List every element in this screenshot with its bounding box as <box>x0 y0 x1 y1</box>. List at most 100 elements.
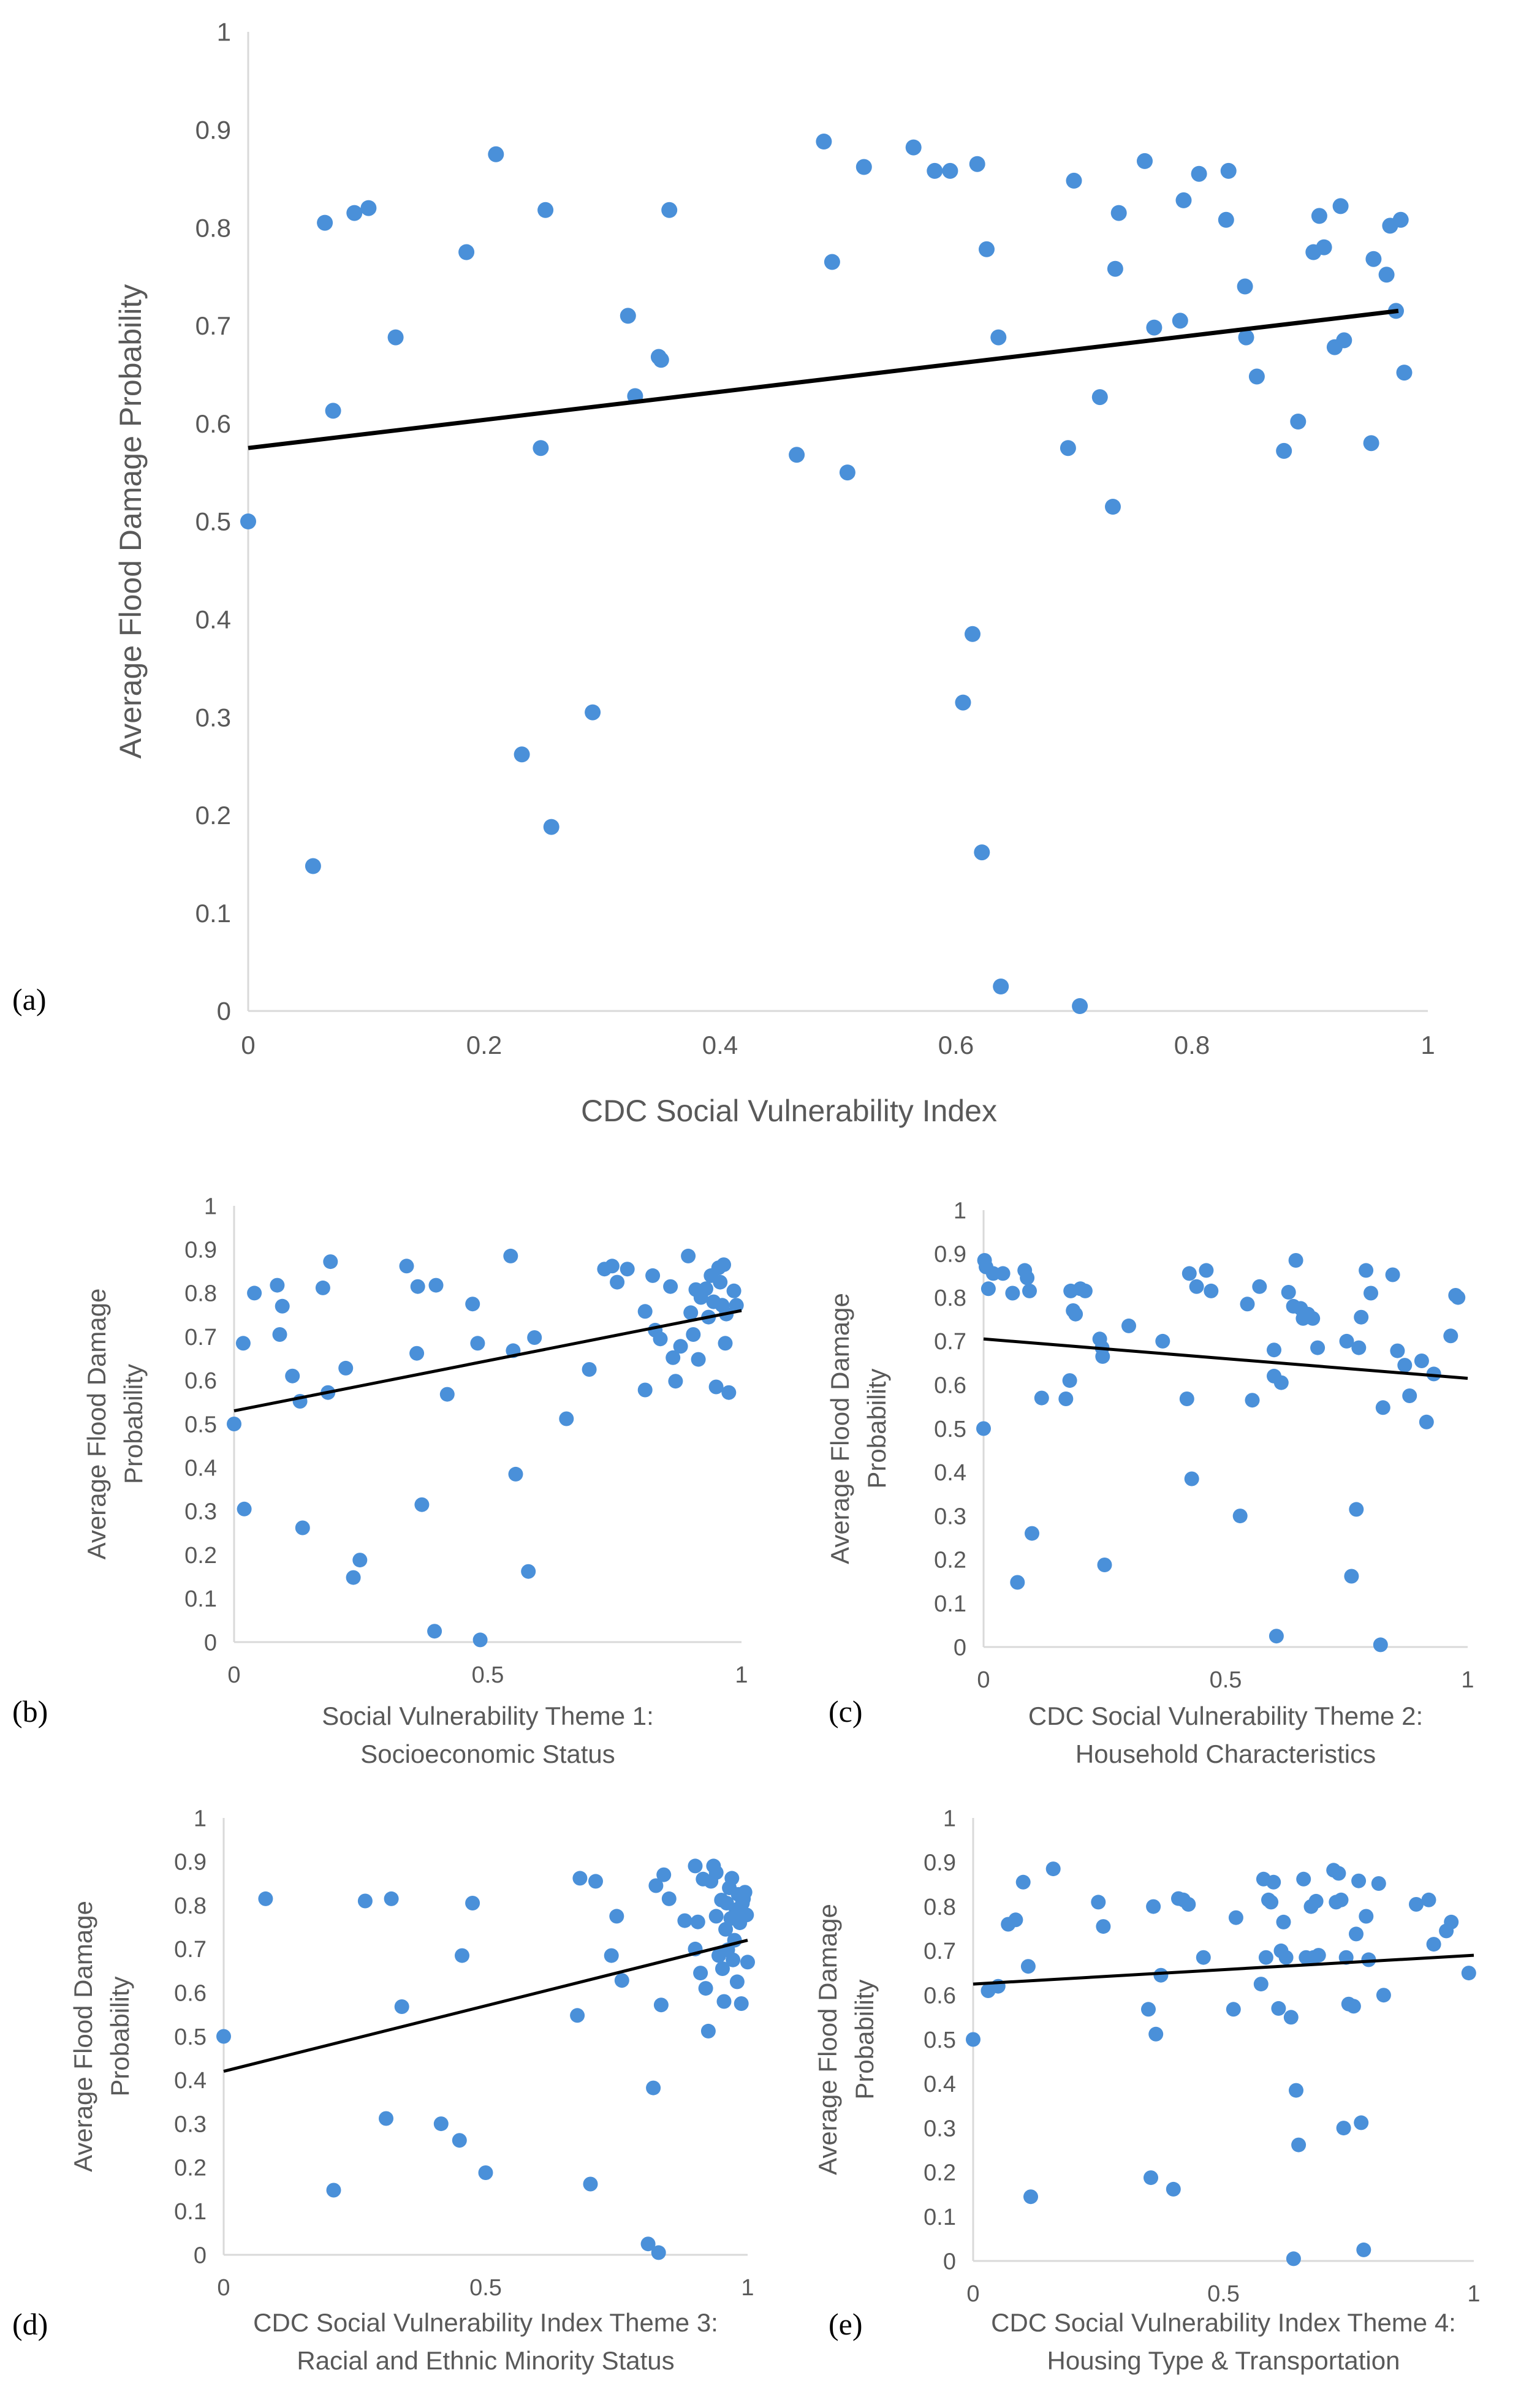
data-point <box>1146 319 1163 336</box>
data-point <box>721 1385 737 1400</box>
data-point <box>653 352 669 368</box>
data-point <box>216 2029 231 2044</box>
data-point <box>645 1268 661 1283</box>
data-point <box>1283 2010 1299 2025</box>
trendline <box>223 1939 748 2073</box>
data-point <box>686 1327 701 1342</box>
x-tick-label: 0.2 <box>466 1031 502 1059</box>
data-point <box>1062 1373 1077 1388</box>
data-point <box>1144 2170 1158 2186</box>
y-tick-label: 0.4 <box>174 2068 207 2094</box>
x-tick-label: 0.5 <box>1210 1667 1242 1693</box>
y-tick-label: 0.8 <box>184 1281 217 1307</box>
data-point <box>640 2236 656 2252</box>
data-point <box>1015 1874 1031 1890</box>
data-point <box>1333 1892 1349 1907</box>
data-point <box>1396 365 1413 381</box>
y-tick-label: 0.3 <box>934 1504 966 1529</box>
data-point <box>979 241 995 257</box>
data-point <box>452 2133 467 2148</box>
data-point <box>700 2023 716 2039</box>
panel-label: (c) <box>829 1694 863 1728</box>
data-point <box>360 200 377 216</box>
data-point <box>1269 1629 1284 1644</box>
data-point <box>1148 2026 1164 2042</box>
y-tick-label: 0.7 <box>174 1937 207 1963</box>
data-point <box>433 2116 449 2132</box>
data-point <box>1316 239 1332 256</box>
data-point <box>357 1893 373 1909</box>
data-point <box>1359 1909 1374 1924</box>
data-point <box>663 1279 678 1294</box>
data-point <box>1196 1950 1211 1965</box>
data-point <box>315 1280 330 1295</box>
data-point <box>1060 440 1076 456</box>
data-point <box>394 1999 409 2014</box>
data-point <box>1166 2181 1181 2197</box>
data-point <box>1278 1950 1294 1965</box>
data-point <box>1091 389 1108 406</box>
data-point <box>1346 1999 1361 2014</box>
data-point <box>1172 312 1188 329</box>
x-tick-label: 0 <box>977 1667 990 1693</box>
data-point <box>1349 1502 1364 1517</box>
y-tick-label: 0 <box>204 1630 217 1656</box>
data-point <box>1351 1873 1367 1888</box>
data-point <box>839 464 855 481</box>
y-axis-title: Probability <box>850 1979 879 2099</box>
data-point <box>726 1952 741 1967</box>
data-point <box>543 819 559 835</box>
data-point <box>666 1350 681 1365</box>
y-tick-label: 0 <box>217 997 231 1026</box>
y-tick-label: 0.7 <box>184 1325 217 1350</box>
data-point <box>1175 192 1192 208</box>
x-tick-label: 0.5 <box>1207 2281 1240 2307</box>
data-point <box>1363 435 1379 452</box>
y-tick-label: 0.6 <box>174 1981 207 2007</box>
trendline <box>983 1337 1468 1380</box>
y-tick-label: 1 <box>954 1198 966 1224</box>
data-point <box>1443 1328 1458 1344</box>
data-point <box>1361 1952 1376 1967</box>
data-point <box>227 1417 241 1431</box>
data-point <box>1141 2002 1156 2017</box>
data-point <box>1191 165 1207 182</box>
trendline <box>973 1953 1474 1986</box>
data-point <box>1097 1558 1112 1572</box>
y-tick-label: 0.8 <box>934 1285 966 1311</box>
data-point <box>969 156 985 172</box>
data-point <box>1020 1270 1035 1285</box>
x-axis-title: CDC Social Vulnerability Index Theme 3: <box>253 2308 718 2337</box>
data-point <box>1204 1283 1219 1298</box>
data-point <box>1238 329 1254 346</box>
data-point <box>1373 1637 1388 1653</box>
data-point <box>458 244 475 260</box>
data-point <box>1095 1349 1110 1364</box>
data-point <box>488 146 504 162</box>
panel-label: (d) <box>12 2307 48 2341</box>
y-tick-label: 0.2 <box>174 2156 207 2181</box>
data-point <box>1273 1375 1289 1390</box>
x-tick-label: 0.5 <box>469 2275 502 2301</box>
y-tick-label: 0.2 <box>924 2160 956 2186</box>
x-axis-title: Household Characteristics <box>1075 1740 1376 1768</box>
data-point <box>240 513 256 529</box>
data-point <box>691 1352 706 1367</box>
data-point <box>588 1874 603 1889</box>
data-point <box>681 1248 696 1263</box>
data-point <box>1146 1899 1161 1914</box>
y-tick-label: 0.1 <box>934 1591 966 1617</box>
data-point <box>690 1914 705 1929</box>
data-point <box>1005 1285 1020 1301</box>
data-point <box>352 1553 368 1568</box>
y-tick-label: 0.2 <box>934 1548 966 1573</box>
x-tick-label: 0 <box>966 2281 979 2307</box>
data-point <box>651 2245 666 2260</box>
y-axis-title: Average Flood Damage <box>82 1289 111 1560</box>
y-tick-label: 0.9 <box>174 1850 207 1876</box>
data-point <box>708 1909 724 1924</box>
data-point <box>1331 1866 1346 1881</box>
data-point <box>1419 1414 1434 1429</box>
y-axis-title: Average Flood Damage Probability <box>113 284 148 759</box>
x-tick-label: 1 <box>1467 2281 1480 2307</box>
